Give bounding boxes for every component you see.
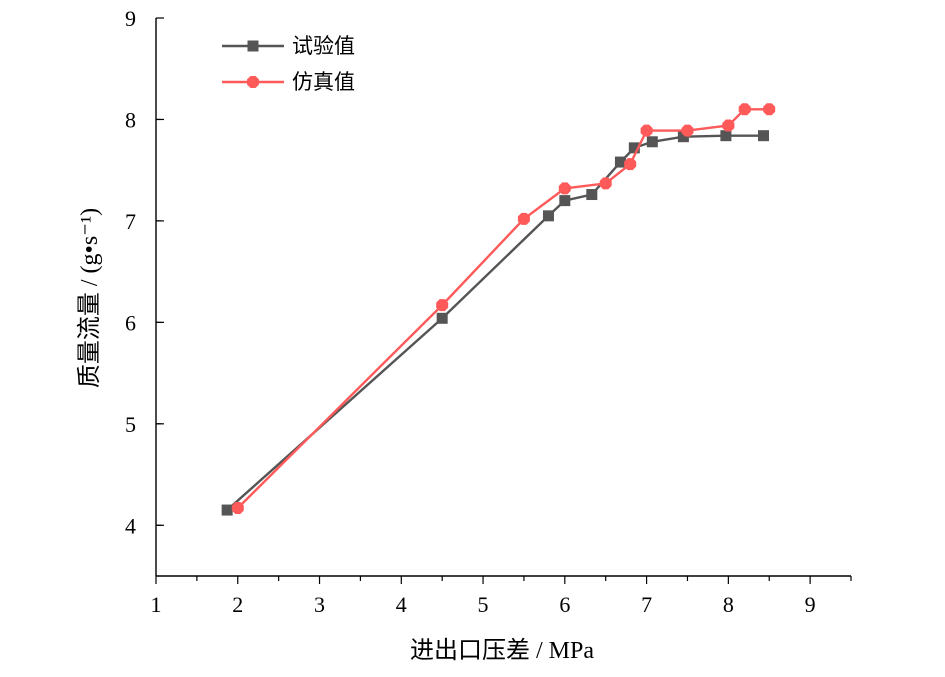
series-line [226, 134, 764, 511]
series-line [236, 108, 770, 509]
y-tick-label: 4 [125, 513, 136, 538]
series-1 [221, 130, 770, 516]
data-point [517, 212, 530, 225]
data-point [677, 131, 689, 143]
data-point [436, 299, 449, 312]
x-tick-label: 9 [805, 592, 816, 617]
x-tick-label: 8 [723, 592, 734, 617]
x-axis-title: 进出口压差 / MPa [410, 637, 594, 664]
y-tick-label: 8 [125, 107, 136, 132]
y-tick-label: 7 [125, 209, 136, 234]
data-point [221, 504, 233, 516]
data-point [628, 142, 640, 154]
data-point [646, 136, 658, 148]
data-point [542, 210, 554, 222]
legend-swatch-marker [247, 40, 259, 52]
data-point [758, 130, 770, 142]
data-point [624, 158, 637, 171]
data-point [614, 156, 626, 168]
series-2 [231, 103, 776, 514]
series-layer [221, 103, 776, 516]
data-point [558, 182, 571, 195]
y-tick-label: 6 [125, 310, 136, 335]
data-point [722, 119, 735, 132]
x-tick-label: 2 [232, 592, 243, 617]
legend-label: 仿真值 [292, 70, 355, 94]
data-point [738, 103, 751, 116]
data-point [436, 312, 448, 324]
axes: 1 2 3 4 5 6 7 8 9 4 5 6 7 8 9 [125, 6, 852, 617]
x-tick-label: 3 [314, 592, 325, 617]
x-tick-label: 1 [151, 592, 162, 617]
y-tick-label: 9 [125, 6, 136, 31]
data-point [640, 124, 653, 137]
x-tick-label: 7 [641, 592, 652, 617]
x-tick-label: 5 [478, 592, 489, 617]
data-point [720, 130, 732, 142]
data-point [231, 502, 244, 514]
data-point [681, 124, 694, 137]
data-point [599, 177, 612, 190]
x-tick-label: 4 [396, 592, 407, 617]
y-tick-label: 5 [125, 412, 136, 437]
legend-item-1: 试验值 [222, 34, 355, 58]
legend-item-2: 仿真值 [222, 70, 355, 94]
legend-label: 试验值 [292, 34, 355, 58]
data-point [763, 103, 776, 116]
data-point [586, 189, 598, 201]
x-tick-label: 6 [559, 592, 570, 617]
y-axis-title: 质量流量 / (g•s⁻¹) [76, 208, 103, 388]
legend-swatch-marker [247, 76, 259, 88]
data-point [559, 195, 571, 207]
